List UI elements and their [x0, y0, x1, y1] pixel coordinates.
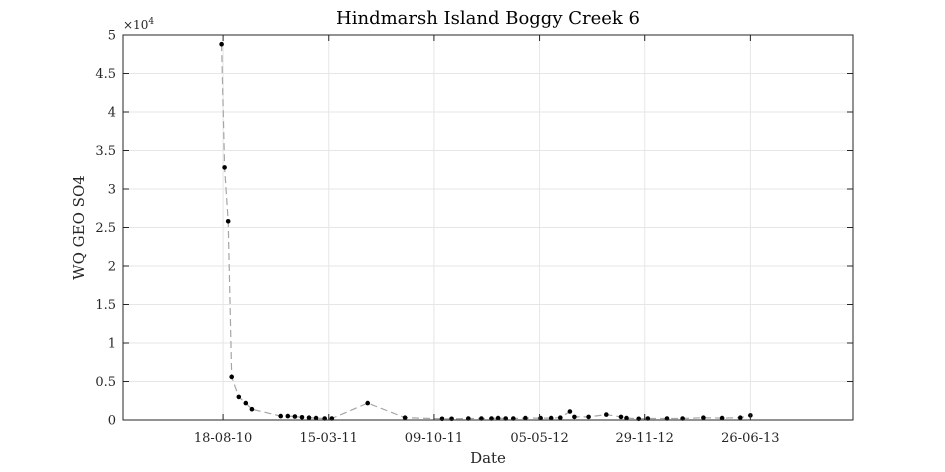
data-point: [738, 415, 743, 421]
y-tick-label: 1: [108, 337, 116, 352]
y-tick-label: 1.5: [95, 298, 116, 313]
y-tick-label: 0: [108, 414, 116, 429]
x-tick-label: 09-10-11: [405, 431, 463, 446]
data-point: [313, 415, 319, 421]
data-point: [548, 415, 554, 421]
y-exponent-label: ×104: [123, 17, 154, 32]
data-point: [278, 413, 284, 419]
data-point: [402, 415, 408, 421]
y-tick-label: 4: [108, 106, 116, 121]
y-exponent-power: 4: [148, 17, 154, 27]
data-point: [624, 415, 629, 421]
x-tick-label: 15-03-11: [300, 431, 358, 446]
data-point: [243, 400, 249, 406]
y-tick-label: 0.5: [95, 375, 116, 390]
y-tick-label: 4.5: [95, 67, 116, 82]
tick-marks: [123, 34, 853, 421]
data-point: [219, 41, 224, 47]
y-axis-label: WQ GEO SO4: [70, 175, 88, 280]
data-point: [222, 165, 227, 170]
y-exponent-base: ×10: [123, 18, 148, 32]
data-point: [299, 415, 305, 420]
data-point: [719, 415, 725, 421]
data-point: [586, 414, 591, 420]
data-point: [285, 413, 291, 419]
data-point: [558, 415, 563, 421]
data-point: [523, 415, 528, 421]
data-point: [306, 415, 312, 421]
x-tick-label: 29-11-12: [616, 431, 674, 446]
data-point: [229, 374, 234, 380]
y-tick-labels: 0 0.5 1 1.5 2 2.5 3 3.5 4 4.5 5: [95, 29, 116, 429]
data-point: [701, 415, 706, 421]
x-tick-label: 18-08-10: [194, 431, 252, 446]
data-point: [249, 406, 255, 412]
data-point: [236, 394, 242, 400]
x-axis-label: Date: [470, 449, 506, 467]
data-point: [225, 219, 231, 224]
data-point: [292, 414, 298, 419]
data-point: [618, 414, 624, 420]
y-tick-label: 3.5: [95, 144, 116, 159]
data-point: [572, 414, 577, 420]
y-tick-label: 5: [108, 29, 116, 44]
data-point: [567, 409, 573, 414]
y-tick-label: 2: [108, 260, 116, 275]
data-point: [604, 412, 609, 417]
x-tick-label: 05-05-12: [510, 431, 568, 446]
data-point: [365, 400, 371, 406]
y-tick-label: 2.5: [95, 221, 116, 236]
data-point: [495, 415, 501, 421]
x-tick-label: 26-06-13: [721, 431, 779, 446]
y-tick-label: 3: [108, 183, 116, 198]
chart-title: Hindmarsh Island Boggy Creek 6: [336, 8, 640, 29]
x-tick-labels: 18-08-10 15-03-11 09-10-11 05-05-12 29-11-12…: [194, 431, 780, 446]
